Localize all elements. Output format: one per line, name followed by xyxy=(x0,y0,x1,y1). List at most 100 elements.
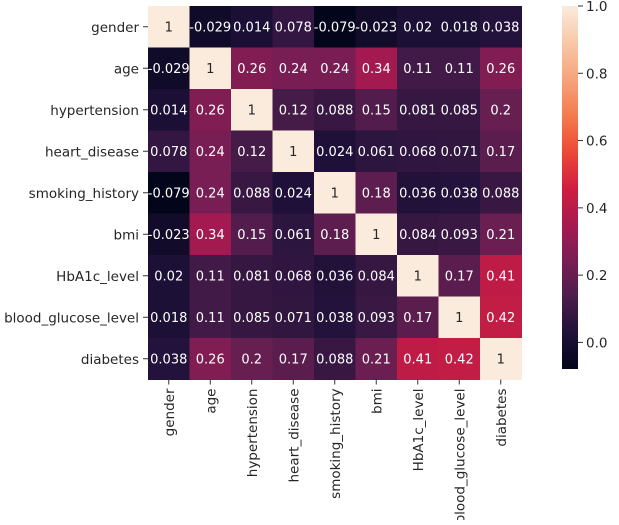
heatmap-cell xyxy=(148,255,190,297)
x-tick-label: age xyxy=(203,389,219,414)
cell-value-label: 0.41 xyxy=(486,269,515,284)
heatmap-cell xyxy=(272,172,315,214)
cell-value-label: 0.17 xyxy=(445,269,474,284)
heatmap-cell xyxy=(355,296,398,339)
heatmap-cell xyxy=(189,130,232,173)
heatmap-cell xyxy=(231,296,273,339)
cell-value-label: 0.081 xyxy=(233,269,270,284)
cell-value-label: 0.21 xyxy=(362,352,391,367)
cell-value-label: -0.029 xyxy=(189,20,231,35)
cell-value-label: 0.11 xyxy=(445,62,474,77)
heatmap-cell xyxy=(355,89,398,131)
cell-value-label: 0.018 xyxy=(150,311,187,326)
cell-value-label: 0.42 xyxy=(445,352,474,367)
heatmap-cell xyxy=(438,89,481,131)
heatmap-cell xyxy=(314,213,356,256)
heatmap-cell xyxy=(355,255,398,297)
heatmap-cell xyxy=(355,172,398,214)
heatmap-cell xyxy=(397,47,439,90)
heatmap-cell xyxy=(231,130,273,173)
heatmap-cell xyxy=(148,296,190,339)
cell-value-label: 0.071 xyxy=(275,311,312,326)
cell-value-label: -0.029 xyxy=(148,62,190,77)
heatmap-cell xyxy=(480,47,522,90)
heatmap-cell xyxy=(480,130,522,173)
heatmap-cell xyxy=(231,6,273,48)
cell-value-label: 0.024 xyxy=(275,186,312,201)
y-tick-label: heart_disease xyxy=(45,144,139,160)
heatmap-cell xyxy=(480,89,522,131)
cell-value-label: 0.088 xyxy=(316,352,353,367)
heatmap-cell xyxy=(314,6,356,48)
heatmap-cell xyxy=(397,296,439,339)
cell-value-label: 0.18 xyxy=(320,228,349,243)
cell-value-label: 0.085 xyxy=(441,103,478,118)
heatmap-cell xyxy=(438,338,481,380)
cell-value-label: 1 xyxy=(372,228,380,243)
y-tick-label: age xyxy=(114,61,139,77)
colorbar-tick-label: 0.2 xyxy=(586,268,607,284)
cell-value-label: 0.34 xyxy=(362,62,391,77)
cell-value-label: 0.078 xyxy=(150,145,187,160)
cell-value-label: 0.24 xyxy=(196,186,225,201)
heatmap-cell xyxy=(189,172,232,214)
cell-value-label: 0.081 xyxy=(399,103,436,118)
heatmap-cell xyxy=(355,47,398,90)
cell-value-label: 0.11 xyxy=(196,311,225,326)
heatmap-cell xyxy=(231,172,273,214)
cell-value-label: 0.12 xyxy=(237,145,266,160)
cell-value-label: 0.038 xyxy=(441,186,478,201)
heatmap-cell xyxy=(438,255,481,297)
cell-value-label: 0.11 xyxy=(196,269,225,284)
cell-value-label: 0.036 xyxy=(316,269,353,284)
heatmap-cell xyxy=(314,172,356,214)
heatmap-cell xyxy=(272,296,315,339)
cell-value-label: 0.42 xyxy=(486,311,515,326)
cell-value-label: 1 xyxy=(289,145,297,160)
y-tick-label: HbA1c_level xyxy=(56,269,139,285)
cell-value-label: 0.038 xyxy=(150,352,187,367)
heatmap-cell xyxy=(272,47,315,90)
heatmap-cell xyxy=(397,213,439,256)
heatmap-cell xyxy=(272,255,315,297)
heatmap-cell xyxy=(397,6,439,48)
colorbar-tick-label: 0.4 xyxy=(586,201,607,217)
cell-value-label: 0.26 xyxy=(486,62,515,77)
cell-value-label: 0.21 xyxy=(486,228,515,243)
colorbar-tick-label: 0.0 xyxy=(586,335,607,351)
heatmap-cell xyxy=(148,172,190,214)
x-tick-label: heart_disease xyxy=(286,389,302,483)
heatmap-cell xyxy=(314,89,356,131)
heatmap-cell xyxy=(189,89,232,131)
cell-value-label: 1 xyxy=(165,20,173,35)
heatmap-cell xyxy=(438,213,481,256)
heatmap-cell xyxy=(189,296,232,339)
heatmap-cell xyxy=(438,296,481,339)
heatmap-cell xyxy=(438,47,481,90)
cell-value-label: 1 xyxy=(331,186,339,201)
cell-value-label: 0.093 xyxy=(441,228,478,243)
cell-value-label: 0.2 xyxy=(490,103,511,118)
cell-value-label: 0.068 xyxy=(399,145,436,160)
cell-value-label: 1 xyxy=(206,62,214,77)
heatmap-cell xyxy=(231,255,273,297)
cell-value-label: 0.088 xyxy=(316,103,353,118)
cell-value-label: 0.038 xyxy=(482,20,519,35)
cell-value-label: 0.26 xyxy=(196,103,225,118)
cell-value-label: 0.26 xyxy=(196,352,225,367)
cell-value-label: 1 xyxy=(248,103,256,118)
heatmap-cell xyxy=(397,255,439,297)
x-axis-labels: gender age hypertension heart_disease smokin… xyxy=(162,379,510,523)
cell-value-label: 0.084 xyxy=(399,228,436,243)
cell-value-label: 1 xyxy=(414,269,422,284)
heatmap-cell xyxy=(189,338,232,380)
cell-value-label: 0.2 xyxy=(241,352,262,367)
x-tick-label: blood_glucose_level xyxy=(452,389,468,521)
heatmap-cell xyxy=(272,89,315,131)
heatmap-cell xyxy=(231,47,273,90)
cell-value-label: 0.17 xyxy=(403,311,432,326)
y-tick-label: hypertension xyxy=(50,103,139,119)
cell-value-label: 1 xyxy=(455,311,463,326)
heatmap-cell xyxy=(480,255,522,297)
heatmap-cell xyxy=(272,213,315,256)
